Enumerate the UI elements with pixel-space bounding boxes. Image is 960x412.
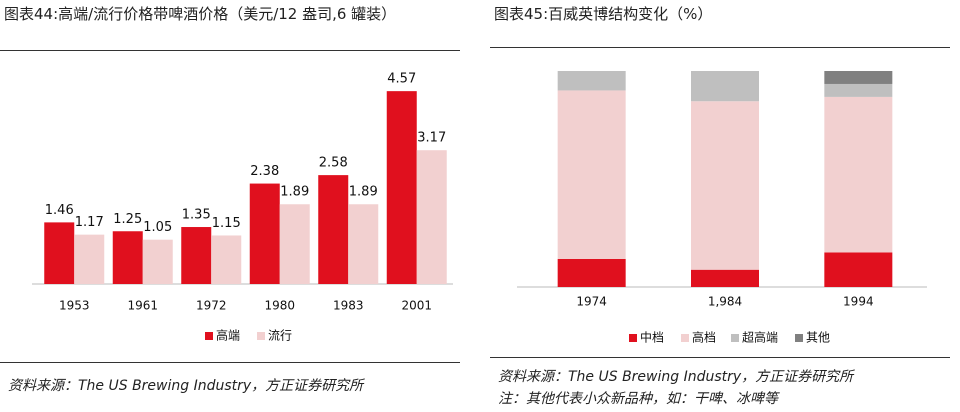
bar-segment — [824, 83, 893, 97]
legend-swatch — [257, 332, 265, 340]
legend-label: 其他 — [806, 331, 830, 345]
chart-title: 图表45:百威英博结构变化（%） — [494, 5, 713, 23]
data-label: 1.89 — [349, 185, 378, 200]
title-rule — [490, 47, 950, 48]
chart-panel: 图表44:高端/流行价格带啤酒价格（美元/12 盎司,6 罐装） 资料来源：The… — [0, 0, 470, 412]
x-tick-label: 1972 — [196, 299, 227, 313]
bar — [249, 183, 280, 284]
chart: 1953 1.461.17 1961 1.251.05 1972 1.351.15 1980… — [32, 72, 453, 343]
x-tick-label: 1983 — [333, 299, 364, 313]
note: 注：其他代表小众新品种，如：干啤、冰啤等 — [498, 391, 778, 407]
legend-swatch — [795, 334, 803, 342]
bar — [279, 204, 310, 284]
bar — [44, 222, 75, 284]
data-label: 1.35 — [182, 208, 211, 223]
title-rule — [0, 50, 460, 51]
source: 资料来源：The US Brewing Industry，方正证券研究所 — [8, 378, 364, 394]
bar-segment — [557, 71, 626, 91]
legend-swatch — [205, 332, 213, 340]
x-tick-label: 1,984 — [708, 295, 742, 309]
bar-segment — [691, 269, 759, 287]
data-label: 1.46 — [45, 203, 74, 218]
x-tick-label: 1994 — [843, 295, 874, 309]
legend-label: 中档 — [640, 330, 664, 345]
source-rule — [490, 357, 950, 358]
bar — [181, 227, 212, 284]
bar — [74, 234, 105, 284]
data-label: 1.17 — [75, 215, 104, 230]
x-tick-label: 2001 — [401, 299, 432, 313]
bar — [318, 175, 349, 284]
data-label: 1.25 — [113, 212, 142, 227]
legend-label: 超高端 — [742, 330, 778, 345]
data-label: 4.57 — [387, 72, 416, 87]
legend-swatch — [731, 334, 739, 342]
bar-segment — [557, 90, 626, 259]
x-tick-label: 1953 — [59, 299, 90, 313]
chart-panel: 图表45:百威英博结构变化（%） 资料来源：The US Brewing Indu… — [490, 0, 960, 412]
legend-label: 高档 — [692, 330, 716, 345]
bar — [112, 231, 143, 284]
source-rule — [0, 362, 460, 363]
source: 资料来源：The US Brewing Industry，方正证券研究所 — [498, 369, 854, 385]
bar — [386, 91, 417, 284]
data-label: 1.89 — [280, 185, 309, 200]
x-tick-label: 1974 — [576, 295, 607, 309]
bar-segment — [691, 71, 759, 102]
data-label: 1.05 — [143, 220, 172, 235]
bar-segment — [691, 101, 759, 270]
data-label: 3.17 — [417, 131, 446, 146]
x-tick-label: 1980 — [264, 299, 295, 313]
bar-segment — [824, 96, 893, 253]
legend-label: 流行 — [268, 329, 292, 343]
data-label: 1.15 — [212, 216, 241, 231]
bar — [348, 204, 379, 284]
legend-label: 高端 — [216, 328, 240, 343]
bar-segment — [824, 71, 893, 84]
bar-segment — [557, 258, 626, 287]
legend-swatch — [681, 334, 689, 342]
legend-swatch — [629, 334, 637, 342]
bar — [142, 239, 173, 284]
data-label: 2.38 — [250, 164, 279, 179]
bar-segment — [824, 252, 893, 287]
data-label: 2.58 — [319, 156, 348, 171]
bar — [211, 235, 242, 284]
chart-title: 图表44:高端/流行价格带啤酒价格（美元/12 盎司,6 罐装） — [4, 5, 397, 23]
chart: 1974 1,984 1994 中档 高档 超高端 其他 — [517, 71, 927, 345]
bar — [416, 150, 447, 284]
x-tick-label: 1961 — [127, 299, 158, 313]
